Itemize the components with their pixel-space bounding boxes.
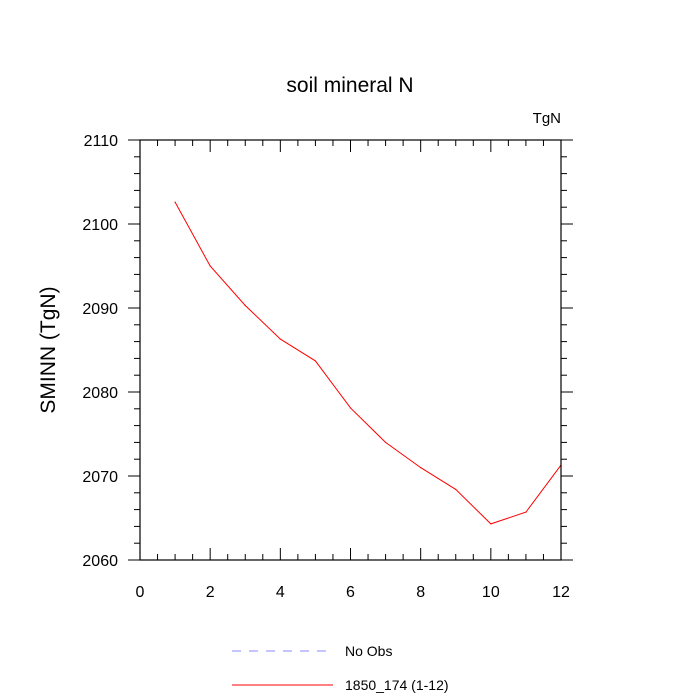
chart-title: soil mineral N xyxy=(286,74,413,97)
data-point xyxy=(209,265,211,267)
tick-labels-layer: 0 2 4 6 8 10 12 2060 2070 2080 2090 2100 2110 xyxy=(82,133,570,601)
data-point xyxy=(420,467,422,469)
y-axis-label: SMINN (TgN) xyxy=(37,286,60,413)
x-tick-label: 2 xyxy=(206,584,215,601)
data-point xyxy=(279,338,281,340)
legend-label-no-obs: No Obs xyxy=(345,643,392,659)
x-tick-label: 12 xyxy=(552,584,570,601)
data-point xyxy=(174,201,176,203)
y-tick-label: 2060 xyxy=(82,553,118,570)
series-layer xyxy=(174,201,562,525)
x-tick-label: 8 xyxy=(416,584,425,601)
y-tick-label: 2110 xyxy=(84,133,119,150)
data-point xyxy=(244,304,246,307)
data-point xyxy=(384,441,387,443)
data-point xyxy=(314,360,317,362)
data-point xyxy=(455,488,457,491)
data-point xyxy=(349,407,352,409)
y-tick-label: 2080 xyxy=(82,385,118,402)
units-label: TgN xyxy=(533,110,561,127)
legend: No Obs 1850_174 (1-12) xyxy=(232,643,449,693)
x-tick-label: 4 xyxy=(276,584,285,601)
ticks-layer xyxy=(128,139,573,561)
series-line xyxy=(174,201,562,525)
x-tick-label: 0 xyxy=(136,584,145,601)
y-tick-label: 2100 xyxy=(82,217,118,234)
legend-label-series: 1850_174 (1-12) xyxy=(345,677,449,693)
y-tick-label: 2090 xyxy=(82,301,118,318)
x-tick-label: 6 xyxy=(346,584,355,601)
data-point xyxy=(490,523,492,525)
data-point xyxy=(525,511,527,513)
y-tick-label: 2070 xyxy=(82,469,118,486)
x-tick-label: 10 xyxy=(482,584,500,601)
plot-frame xyxy=(139,139,562,561)
